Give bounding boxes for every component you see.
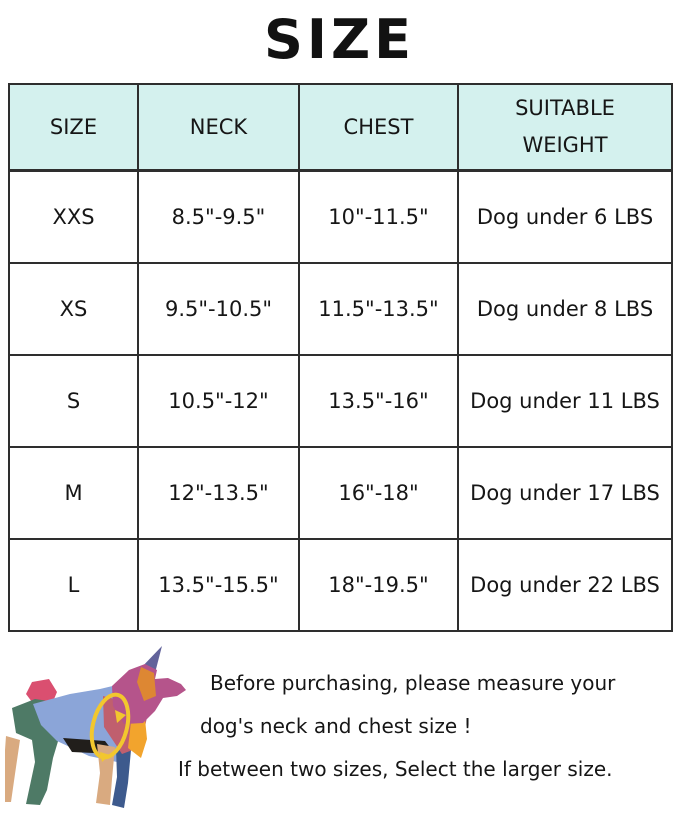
table-row-m: M 12"-13.5" 16"-18" Dog under 17 LBS bbox=[8, 446, 673, 540]
dog-front-leg-near-shape bbox=[96, 744, 115, 805]
header-size: SIZE bbox=[8, 83, 139, 172]
note-line-1: Before purchasing, please measure your bbox=[210, 671, 616, 695]
cell-neck: 10.5"-12" bbox=[137, 354, 300, 448]
header-suitable-weight: SUITABLE WEIGHT bbox=[457, 83, 673, 172]
dog-measurement-illustration bbox=[5, 646, 186, 808]
cell-chest: 13.5"-16" bbox=[298, 354, 459, 448]
cell-size: S bbox=[8, 354, 139, 448]
cell-size: M bbox=[8, 446, 139, 540]
cell-weight: Dog under 6 LBS bbox=[457, 169, 673, 264]
header-neck: NECK bbox=[137, 83, 300, 172]
note-line-3: If between two sizes, Select the larger … bbox=[178, 757, 613, 781]
cell-size: XS bbox=[8, 262, 139, 356]
dog-front-leg-far-shape bbox=[112, 748, 131, 808]
note-line-2: dog's neck and chest size ! bbox=[200, 714, 472, 738]
dog-hind-leg-shape bbox=[5, 736, 20, 802]
cell-neck: 13.5"-15.5" bbox=[137, 538, 300, 632]
cell-neck: 9.5"-10.5" bbox=[137, 262, 300, 356]
cell-chest: 16"-18" bbox=[298, 446, 459, 540]
measurement-notes: Before purchasing, please measure your d… bbox=[178, 640, 679, 791]
cell-chest: 10"-11.5" bbox=[298, 169, 459, 264]
footer-section: Before purchasing, please measure your d… bbox=[4, 640, 679, 810]
header-chest: CHEST bbox=[298, 83, 459, 172]
cell-weight: Dog under 22 LBS bbox=[457, 538, 673, 632]
table-header-row: SIZE NECK CHEST SUITABLE WEIGHT bbox=[8, 83, 673, 172]
table-row-l: L 13.5"-15.5" 18"-19.5" Dog under 22 LBS bbox=[8, 538, 673, 632]
cell-weight: Dog under 8 LBS bbox=[457, 262, 673, 356]
page-title: SIZE bbox=[263, 8, 416, 71]
size-chart-table: SIZE NECK CHEST SUITABLE WEIGHT XXS 8.5"… bbox=[8, 83, 673, 632]
cell-neck: 12"-13.5" bbox=[137, 446, 300, 540]
cell-size: XXS bbox=[8, 169, 139, 264]
dog-rump-shape bbox=[26, 679, 57, 706]
measuring-tape-arrow-top bbox=[115, 710, 126, 723]
cell-neck: 8.5"-9.5" bbox=[137, 169, 300, 264]
table-row-xxs: XXS 8.5"-9.5" 10"-11.5" Dog under 6 LBS bbox=[8, 169, 673, 264]
cell-weight: Dog under 17 LBS bbox=[457, 446, 673, 540]
cell-chest: 18"-19.5" bbox=[298, 538, 459, 632]
table-row-s: S 10.5"-12" 13.5"-16" Dog under 11 LBS bbox=[8, 354, 673, 448]
cell-weight: Dog under 11 LBS bbox=[457, 354, 673, 448]
header-suitable-weight-label: SUITABLE WEIGHT bbox=[515, 96, 615, 157]
cell-chest: 11.5"-13.5" bbox=[298, 262, 459, 356]
dog-head-blaze-shape bbox=[137, 667, 156, 701]
cell-size: L bbox=[8, 538, 139, 632]
table-row-xs: XS 9.5"-10.5" 11.5"-13.5" Dog under 8 LB… bbox=[8, 262, 673, 356]
measuring-tape-arrow-bottom bbox=[100, 752, 110, 762]
